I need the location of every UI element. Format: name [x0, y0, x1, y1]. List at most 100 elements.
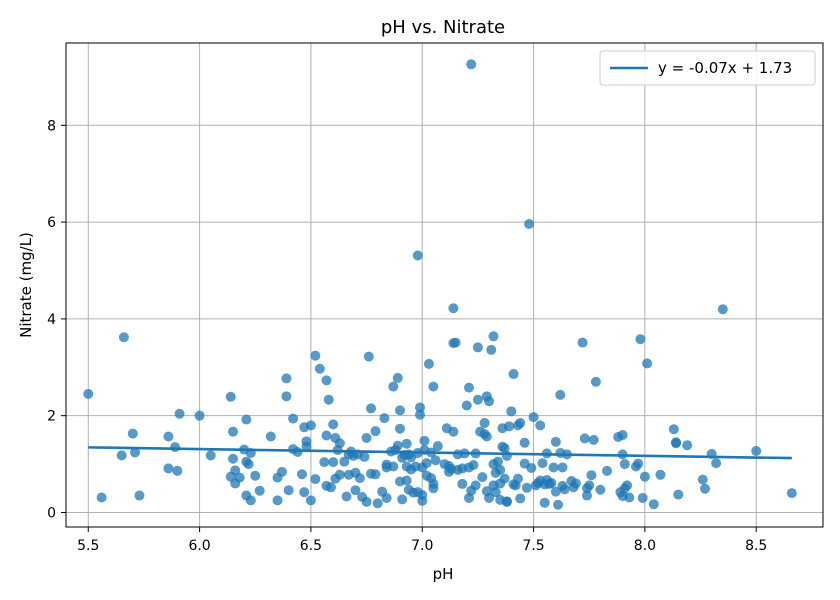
data-point: [492, 456, 503, 467]
data-point: [83, 388, 94, 399]
data-point: [463, 382, 474, 393]
data-point: [230, 465, 241, 476]
data-point: [595, 484, 606, 495]
data-point: [508, 369, 519, 380]
data-point: [325, 482, 336, 493]
data-point: [412, 250, 423, 261]
data-point: [428, 381, 439, 392]
data-point: [163, 463, 174, 474]
data-point: [524, 219, 535, 230]
data-point: [361, 432, 372, 443]
data-point: [490, 487, 501, 498]
data-point: [245, 495, 256, 506]
data-point: [635, 334, 646, 345]
data-point: [577, 337, 588, 348]
data-point: [415, 409, 426, 420]
y-tick-label: 4: [47, 312, 56, 328]
data-point: [328, 457, 339, 468]
data-point: [394, 405, 405, 416]
data-point: [234, 472, 245, 483]
data-point: [550, 486, 561, 497]
data-point: [526, 462, 537, 473]
data-point: [116, 450, 127, 461]
x-tick-label: 8.5: [745, 538, 767, 554]
data-point: [430, 455, 441, 466]
data-point: [328, 419, 339, 430]
data-point: [281, 373, 292, 384]
data-point: [448, 426, 459, 437]
data-point: [602, 465, 613, 476]
data-point: [581, 490, 592, 501]
data-point: [668, 424, 679, 435]
data-point: [639, 471, 650, 482]
data-point: [174, 408, 185, 419]
data-point: [622, 480, 633, 491]
data-point: [310, 474, 321, 485]
y-tick-label: 8: [47, 118, 56, 134]
data-point: [370, 426, 381, 437]
data-point: [276, 466, 287, 477]
data-point: [243, 459, 254, 470]
data-point: [250, 470, 261, 481]
data-point: [633, 458, 644, 469]
data-point: [642, 358, 653, 369]
data-point: [501, 450, 512, 461]
data-point: [301, 441, 312, 452]
data-point: [550, 436, 561, 447]
data-point: [519, 437, 530, 448]
data-point: [350, 485, 361, 496]
data-point: [370, 469, 381, 480]
data-point: [372, 498, 383, 509]
data-point: [515, 417, 526, 428]
data-point: [555, 389, 566, 400]
data-point: [392, 440, 403, 451]
data-point: [586, 470, 597, 481]
data-point: [339, 456, 350, 467]
data-point: [299, 487, 310, 498]
data-point: [423, 358, 434, 369]
data-point: [361, 496, 372, 507]
data-point: [305, 420, 316, 431]
data-point: [717, 304, 728, 315]
data-point: [486, 344, 497, 355]
data-point: [225, 391, 236, 402]
data-point: [448, 303, 459, 314]
x-axis-label: pH: [433, 565, 454, 583]
data-point: [673, 489, 684, 500]
data-point: [495, 464, 506, 475]
data-point: [281, 391, 292, 402]
data-point: [363, 351, 374, 362]
data-point: [432, 441, 443, 452]
data-point: [397, 494, 408, 505]
data-point: [499, 443, 510, 454]
data-point: [283, 485, 294, 496]
data-point: [619, 459, 630, 470]
data-point: [539, 497, 550, 508]
data-point: [472, 394, 483, 405]
data-point: [310, 350, 321, 361]
data-point: [130, 447, 141, 458]
data-point: [648, 499, 659, 510]
data-point: [468, 460, 479, 471]
trend-line: [88, 446, 792, 460]
data-point: [421, 458, 432, 469]
data-point: [479, 417, 490, 428]
data-point: [401, 475, 412, 486]
data-point: [172, 465, 183, 476]
data-point: [388, 381, 399, 392]
legend: y = -0.07x + 1.73: [599, 50, 816, 86]
x-tick-label: 5.5: [77, 538, 99, 554]
data-point: [272, 495, 283, 506]
data-point: [265, 431, 276, 442]
data-point: [334, 469, 345, 480]
data-point: [617, 430, 628, 441]
x-tick-label: 8.0: [634, 538, 656, 554]
data-point: [624, 492, 635, 503]
data-point: [314, 363, 325, 374]
data-point: [127, 428, 138, 439]
data-point: [415, 402, 426, 413]
data-point: [227, 426, 238, 437]
data-point: [381, 492, 392, 503]
plot-frame: [65, 42, 824, 528]
data-point: [170, 442, 181, 453]
